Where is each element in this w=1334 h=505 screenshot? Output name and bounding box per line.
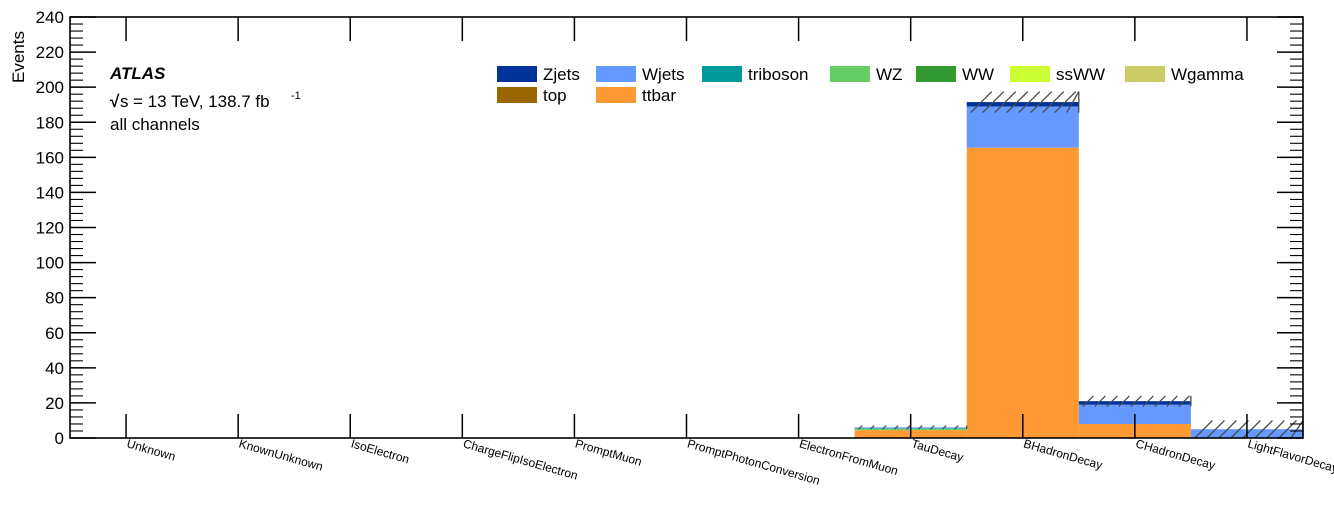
hatch-line	[1082, 395, 1094, 407]
legend-swatch	[497, 66, 537, 82]
uncertainty-TauDecay	[858, 425, 968, 430]
hatch-line	[1206, 419, 1225, 439]
y-tick-label: 20	[45, 394, 64, 413]
legend-label: triboson	[748, 65, 808, 84]
uncertainty-CHadronDecay	[1082, 395, 1192, 407]
hatch-line	[1254, 419, 1273, 439]
hatch-line	[1242, 419, 1261, 439]
y-tick-label: 180	[36, 113, 64, 132]
hatch-line	[1194, 419, 1213, 439]
hatch-line	[1094, 395, 1106, 407]
legend-item-WW: WW	[916, 65, 994, 84]
lumi-exponent: -1	[291, 90, 301, 102]
legend-swatch	[596, 66, 636, 82]
hatch-line	[918, 425, 923, 430]
legend-label: Wgamma	[1171, 65, 1244, 84]
legend-swatch	[916, 66, 956, 82]
y-tick-label: 40	[45, 359, 64, 378]
hatch-line	[1266, 419, 1285, 439]
y-tick-label: 100	[36, 254, 64, 273]
hatch-line	[1218, 419, 1237, 439]
hatch-line	[1030, 91, 1053, 114]
hatch-line	[1054, 91, 1077, 114]
sqrt-s-text: s	[120, 92, 129, 111]
uncertainty-BHadronDecay	[970, 91, 1080, 114]
hatch-line	[1278, 419, 1297, 439]
hatch-line	[1142, 395, 1154, 407]
channel-text: all channels	[110, 115, 200, 134]
atlas-label: ATLAS	[109, 64, 166, 83]
y-tick-label: 80	[45, 289, 64, 308]
legend-item-Wjets: Wjets	[596, 65, 685, 84]
hatch-line	[954, 425, 959, 430]
hatch-line	[1130, 395, 1142, 407]
bar-Zjets-BHadronDecay	[966, 102, 1079, 107]
hatch-line	[1118, 395, 1130, 407]
hatch-line	[1006, 91, 1029, 114]
hatch-line	[858, 425, 863, 430]
legend-swatch	[830, 66, 870, 82]
legend-label: WW	[962, 65, 994, 84]
y-tick-label: 140	[36, 183, 64, 202]
legend-swatch	[1010, 66, 1050, 82]
y-axis: 0 20 40 60 80 100 120 140 160 180 200 220 240	[36, 8, 1303, 448]
legend-label: top	[543, 86, 567, 105]
hatch-line	[1042, 91, 1065, 114]
hatch-line	[1178, 395, 1190, 407]
hatch-line	[970, 91, 993, 114]
bar-ttbar-BHadronDecay	[966, 147, 1079, 438]
hatch-line	[982, 91, 1005, 114]
legend-swatch	[702, 66, 742, 82]
y-tick-label: 0	[55, 429, 64, 448]
legend-swatch	[497, 87, 537, 103]
hatch-line	[1154, 395, 1166, 407]
hatch-line	[942, 425, 947, 430]
legend-label: ssWW	[1056, 65, 1105, 84]
hatch-line	[994, 91, 1017, 114]
y-tick-label: 160	[36, 148, 64, 167]
hatch-line	[870, 425, 875, 430]
hatch-line	[1166, 395, 1178, 407]
hatch-line	[1106, 395, 1118, 407]
y-tick-label: 220	[36, 43, 64, 62]
y-tick-label: 200	[36, 78, 64, 97]
legend-item-top: top	[497, 86, 567, 105]
hatch-line	[1018, 91, 1041, 114]
legend-item-Zjets: Zjets	[497, 65, 580, 84]
legend-item-WZ: WZ	[830, 65, 902, 84]
legend-item-triboson: triboson	[702, 65, 808, 84]
hatch-line	[930, 425, 935, 430]
uncertainty-LightFlavorDecay	[1194, 419, 1304, 439]
legend-item-ssWW: ssWW	[1010, 65, 1105, 84]
y-tick-label: 240	[36, 8, 64, 27]
y-tick-label: 60	[45, 324, 64, 343]
bar-Wjets-BHadronDecay	[966, 106, 1079, 148]
hatch-line	[894, 425, 899, 430]
y-axis-label: Events	[9, 31, 28, 83]
energy-text: = 13 TeV, 138.7 fb	[133, 92, 270, 111]
uncertainty-band	[858, 91, 1304, 439]
legend-label: Wjets	[642, 65, 685, 84]
energy-lumi-text: √ s = 13 TeV, 138.7 fb -1	[110, 90, 301, 111]
legend-label: ttbar	[642, 86, 676, 105]
legend-swatch	[596, 87, 636, 103]
hatch-line	[1290, 420, 1304, 439]
hatch-line	[1230, 419, 1249, 439]
hatch-line	[1066, 91, 1080, 113]
legend-swatch	[1125, 66, 1165, 82]
sqrt-symbol: √	[110, 92, 120, 111]
legend-item-ttbar: ttbar	[596, 86, 676, 105]
hatch-line	[906, 425, 911, 430]
legend-item-Wgamma: Wgamma	[1125, 65, 1244, 84]
legend-label: WZ	[876, 65, 902, 84]
y-tick-label: 120	[36, 219, 64, 238]
legend-label: Zjets	[543, 65, 580, 84]
legend: Zjets Wjets triboson WZ WW ssWW Wgamma top ttbar	[497, 65, 1244, 105]
hatch-line	[882, 425, 887, 430]
